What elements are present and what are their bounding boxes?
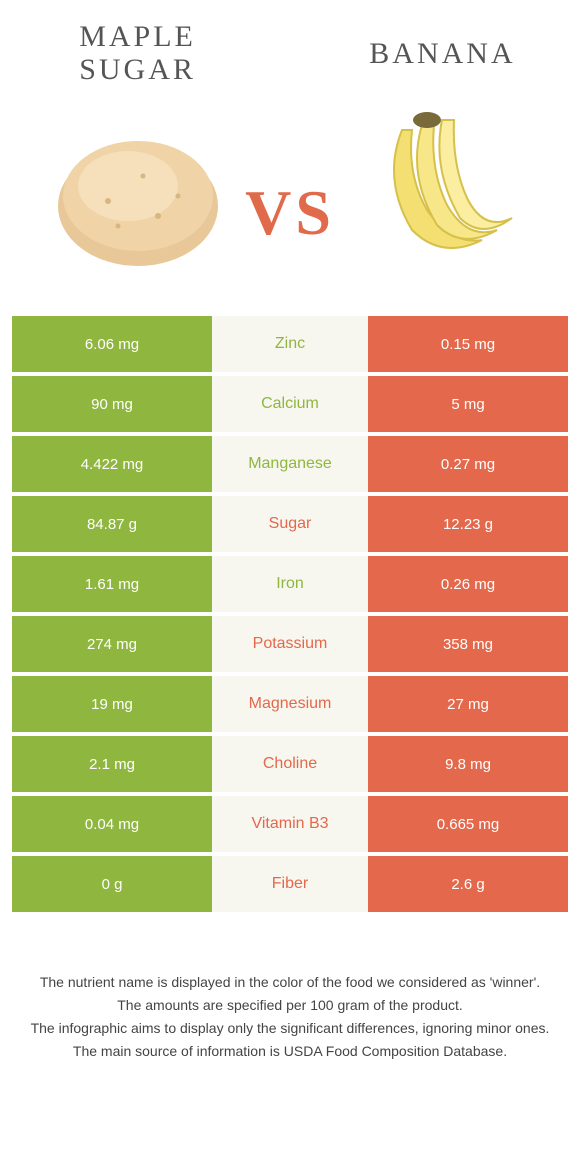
header: Maple sugar VS Banana bbox=[0, 0, 580, 296]
table-row: 90 mgCalcium5 mg bbox=[12, 376, 568, 432]
cell-right-value: 9.8 mg bbox=[368, 736, 568, 792]
vs-label: VS bbox=[245, 176, 335, 250]
footer-line: The amounts are specified per 100 gram o… bbox=[30, 995, 550, 1016]
food-left-image bbox=[48, 106, 228, 286]
table-row: 19 mgMagnesium27 mg bbox=[12, 676, 568, 732]
cell-right-value: 0.26 mg bbox=[368, 556, 568, 612]
food-left-title: Maple sugar bbox=[30, 20, 245, 86]
food-left-block: Maple sugar bbox=[30, 20, 245, 286]
food-right-title: Banana bbox=[369, 37, 515, 70]
nutrient-table: 6.06 mgZinc0.15 mg90 mgCalcium5 mg4.422 … bbox=[12, 316, 568, 912]
table-row: 0.04 mgVitamin B30.665 mg bbox=[12, 796, 568, 852]
table-row: 6.06 mgZinc0.15 mg bbox=[12, 316, 568, 372]
cell-left-value: 19 mg bbox=[12, 676, 212, 732]
food-right-block: Banana bbox=[335, 37, 550, 270]
cell-left-value: 4.422 mg bbox=[12, 436, 212, 492]
cell-left-value: 0.04 mg bbox=[12, 796, 212, 852]
cell-nutrient-name: Choline bbox=[212, 736, 368, 792]
cell-left-value: 84.87 g bbox=[12, 496, 212, 552]
cell-right-value: 358 mg bbox=[368, 616, 568, 672]
food-right-image bbox=[352, 90, 532, 270]
cell-nutrient-name: Zinc bbox=[212, 316, 368, 372]
cell-left-value: 274 mg bbox=[12, 616, 212, 672]
table-row: 0 gFiber2.6 g bbox=[12, 856, 568, 912]
cell-right-value: 27 mg bbox=[368, 676, 568, 732]
cell-nutrient-name: Iron bbox=[212, 556, 368, 612]
cell-right-value: 5 mg bbox=[368, 376, 568, 432]
table-row: 2.1 mgCholine9.8 mg bbox=[12, 736, 568, 792]
cell-left-value: 2.1 mg bbox=[12, 736, 212, 792]
cell-right-value: 0.15 mg bbox=[368, 316, 568, 372]
footer-line: The main source of information is USDA F… bbox=[30, 1041, 550, 1062]
table-row: 274 mgPotassium358 mg bbox=[12, 616, 568, 672]
cell-nutrient-name: Potassium bbox=[212, 616, 368, 672]
cell-nutrient-name: Calcium bbox=[212, 376, 368, 432]
table-row: 4.422 mgManganese0.27 mg bbox=[12, 436, 568, 492]
cell-nutrient-name: Manganese bbox=[212, 436, 368, 492]
banana-icon bbox=[352, 90, 532, 270]
cell-right-value: 12.23 g bbox=[368, 496, 568, 552]
cell-left-value: 1.61 mg bbox=[12, 556, 212, 612]
maple-sugar-icon bbox=[48, 106, 228, 286]
cell-right-value: 2.6 g bbox=[368, 856, 568, 912]
cell-nutrient-name: Sugar bbox=[212, 496, 368, 552]
table-row: 1.61 mgIron0.26 mg bbox=[12, 556, 568, 612]
cell-nutrient-name: Vitamin B3 bbox=[212, 796, 368, 852]
cell-left-value: 90 mg bbox=[12, 376, 212, 432]
cell-right-value: 0.27 mg bbox=[368, 436, 568, 492]
cell-left-value: 6.06 mg bbox=[12, 316, 212, 372]
table-row: 84.87 gSugar12.23 g bbox=[12, 496, 568, 552]
cell-right-value: 0.665 mg bbox=[368, 796, 568, 852]
footer-line: The infographic aims to display only the… bbox=[30, 1018, 550, 1039]
cell-left-value: 0 g bbox=[12, 856, 212, 912]
cell-nutrient-name: Fiber bbox=[212, 856, 368, 912]
footer-notes: The nutrient name is displayed in the co… bbox=[0, 972, 580, 1062]
footer-line: The nutrient name is displayed in the co… bbox=[30, 972, 550, 993]
cell-nutrient-name: Magnesium bbox=[212, 676, 368, 732]
